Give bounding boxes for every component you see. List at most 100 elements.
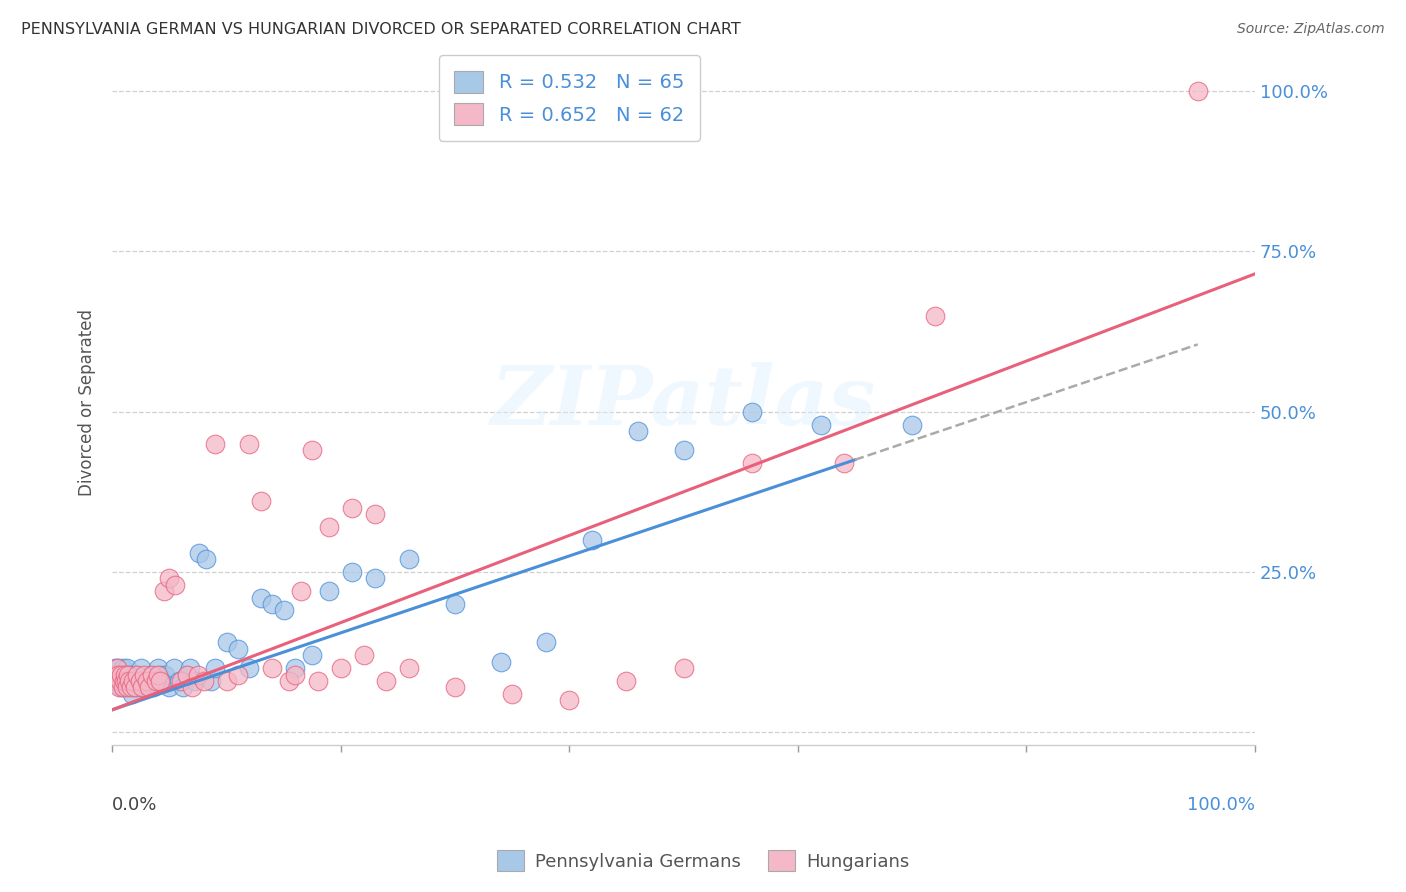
Point (444, 681, 467, 695)
Point (107, 661, 129, 675)
Point (398, 552, 420, 566)
Point (364, 571, 387, 585)
Point (121, 673, 143, 688)
Point (118, 667, 141, 681)
Point (111, 661, 134, 675)
Point (318, 584, 340, 599)
Y-axis label: Divorced or Separated: Divorced or Separated (79, 309, 96, 496)
Point (103, 667, 125, 681)
Point (105, 673, 128, 688)
Point (115, 673, 138, 688)
Point (115, 661, 138, 675)
Point (672, 443, 695, 458)
Point (146, 661, 169, 675)
Point (129, 661, 152, 675)
Point (108, 667, 131, 681)
Point (135, 681, 157, 695)
Point (153, 667, 176, 681)
Point (340, 500, 363, 515)
Point (179, 661, 201, 675)
Point (329, 661, 352, 675)
Point (616, 673, 638, 688)
Point (581, 533, 603, 547)
Point (111, 681, 134, 695)
Point (114, 667, 136, 681)
Point (810, 417, 832, 432)
Point (204, 436, 226, 450)
Point (145, 673, 167, 688)
Point (120, 681, 142, 695)
Point (204, 661, 226, 675)
Point (149, 673, 172, 688)
Point (194, 552, 217, 566)
Point (318, 520, 340, 534)
Point (353, 648, 375, 663)
Legend: R = 0.532   N = 65, R = 0.652   N = 62: R = 0.532 N = 65, R = 0.652 N = 62 (439, 55, 700, 141)
Point (249, 591, 271, 605)
Point (128, 673, 150, 688)
Point (115, 681, 138, 695)
Point (110, 681, 132, 695)
Point (163, 661, 186, 675)
Point (226, 667, 249, 681)
Point (112, 673, 135, 688)
Point (104, 667, 127, 681)
Point (1187, 84, 1209, 98)
Point (741, 456, 763, 470)
Point (131, 681, 153, 695)
Point (110, 667, 132, 681)
Point (262, 597, 284, 611)
Point (172, 681, 194, 695)
Point (176, 667, 198, 681)
Point (114, 667, 136, 681)
Point (181, 681, 204, 695)
Point (301, 443, 323, 458)
Point (124, 681, 146, 695)
Point (152, 673, 174, 688)
Point (200, 673, 222, 688)
Point (135, 673, 157, 688)
Point (103, 661, 125, 675)
Point (832, 456, 855, 470)
Point (901, 417, 924, 432)
Point (558, 693, 581, 707)
Point (284, 661, 307, 675)
Point (128, 673, 150, 688)
Point (249, 494, 271, 508)
Point (157, 571, 180, 585)
Point (924, 309, 946, 323)
Point (110, 673, 132, 688)
Text: 0.0%: 0.0% (112, 797, 157, 814)
Point (188, 546, 211, 560)
Point (110, 673, 132, 688)
Point (145, 673, 167, 688)
Point (112, 673, 135, 688)
Point (215, 673, 238, 688)
Point (290, 584, 312, 599)
Point (117, 673, 139, 688)
Point (183, 673, 205, 688)
Point (141, 667, 163, 681)
Point (120, 681, 142, 695)
Point (536, 635, 558, 649)
Text: Source: ZipAtlas.com: Source: ZipAtlas.com (1237, 22, 1385, 37)
Legend: Pennsylvania Germans, Hungarians: Pennsylvania Germans, Hungarians (489, 843, 917, 879)
Point (107, 667, 129, 681)
Point (226, 641, 249, 656)
Point (284, 667, 307, 681)
Text: 100.0%: 100.0% (1187, 797, 1256, 814)
Point (122, 673, 145, 688)
Point (124, 681, 146, 695)
Point (104, 673, 127, 688)
Point (215, 635, 238, 649)
Point (444, 597, 467, 611)
Point (176, 667, 198, 681)
Point (193, 673, 215, 688)
Point (627, 424, 650, 438)
Point (170, 673, 193, 688)
Point (307, 673, 329, 688)
Point (301, 648, 323, 663)
Point (238, 661, 260, 675)
Point (238, 436, 260, 450)
Point (146, 667, 169, 681)
